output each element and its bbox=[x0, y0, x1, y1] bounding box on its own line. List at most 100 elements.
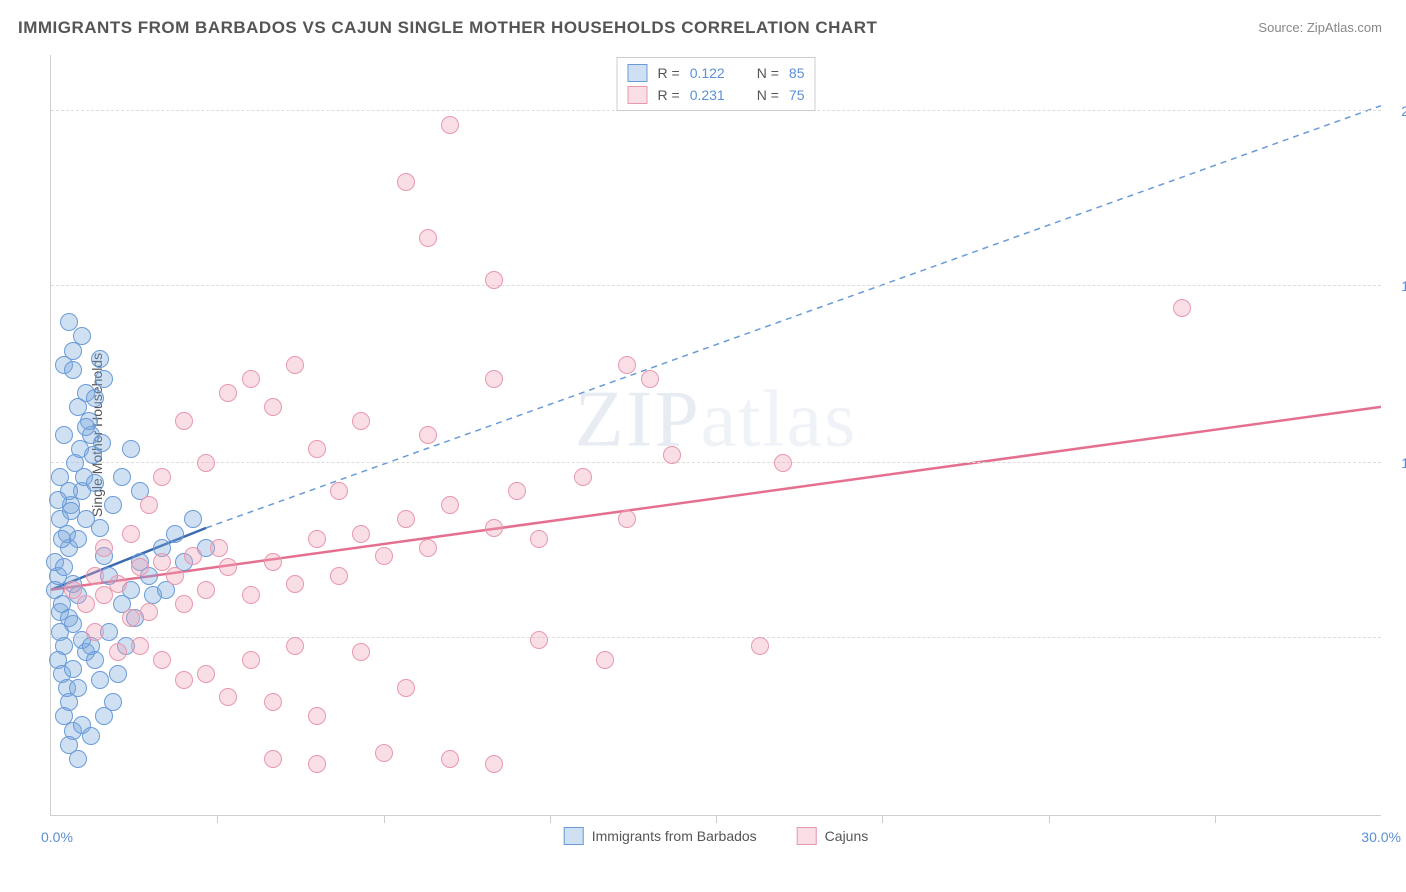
data-point-barbados bbox=[62, 502, 80, 520]
data-point-cajuns bbox=[485, 519, 503, 537]
data-point-cajuns bbox=[109, 575, 127, 593]
data-point-cajuns bbox=[86, 623, 104, 641]
data-point-barbados bbox=[69, 530, 87, 548]
data-point-cajuns bbox=[375, 547, 393, 565]
data-point-cajuns bbox=[184, 547, 202, 565]
data-point-cajuns bbox=[197, 454, 215, 472]
data-point-barbados bbox=[53, 530, 71, 548]
data-point-cajuns bbox=[140, 496, 158, 514]
data-point-cajuns bbox=[264, 553, 282, 571]
data-point-cajuns bbox=[485, 755, 503, 773]
data-point-cajuns bbox=[663, 446, 681, 464]
data-point-barbados bbox=[91, 671, 109, 689]
data-point-cajuns bbox=[1173, 299, 1191, 317]
data-point-barbados bbox=[55, 426, 73, 444]
legend-label-cajuns: Cajuns bbox=[825, 828, 869, 844]
data-point-barbados bbox=[104, 496, 122, 514]
y-tick-label: 12.5% bbox=[1386, 455, 1406, 471]
data-point-cajuns bbox=[140, 603, 158, 621]
data-point-cajuns bbox=[122, 609, 140, 627]
legend-r-label: R = bbox=[658, 65, 680, 81]
data-point-cajuns bbox=[397, 173, 415, 191]
data-point-barbados bbox=[69, 679, 87, 697]
source-name: ZipAtlas.com bbox=[1307, 20, 1382, 35]
data-point-barbados bbox=[86, 474, 104, 492]
x-axis-min-label: 0.0% bbox=[41, 829, 73, 845]
data-point-cajuns bbox=[308, 530, 326, 548]
data-point-cajuns bbox=[397, 679, 415, 697]
data-point-cajuns bbox=[641, 370, 659, 388]
data-point-cajuns bbox=[86, 567, 104, 585]
watermark: ZIPatlas bbox=[575, 374, 858, 465]
data-point-cajuns bbox=[352, 643, 370, 661]
data-point-barbados bbox=[69, 750, 87, 768]
data-point-cajuns bbox=[175, 595, 193, 613]
data-point-cajuns bbox=[286, 575, 304, 593]
data-point-cajuns bbox=[153, 651, 171, 669]
legend-corr-row-barbados: R =0.122N =85 bbox=[628, 62, 805, 84]
x-tick bbox=[550, 815, 551, 823]
legend-n-label: N = bbox=[757, 65, 779, 81]
data-point-cajuns bbox=[530, 631, 548, 649]
data-point-cajuns bbox=[197, 581, 215, 599]
data-point-cajuns bbox=[219, 384, 237, 402]
data-point-barbados bbox=[60, 313, 78, 331]
data-point-cajuns bbox=[352, 412, 370, 430]
data-point-cajuns bbox=[308, 440, 326, 458]
legend-r-value-cajuns: 0.231 bbox=[690, 87, 725, 103]
legend-swatch-barbados bbox=[628, 64, 648, 82]
data-point-cajuns bbox=[197, 665, 215, 683]
legend-swatch-cajuns bbox=[628, 86, 648, 104]
data-point-cajuns bbox=[441, 116, 459, 134]
data-point-barbados bbox=[184, 510, 202, 528]
gridline-h bbox=[51, 285, 1381, 286]
legend-label-barbados: Immigrants from Barbados bbox=[592, 828, 757, 844]
data-point-barbados bbox=[91, 519, 109, 537]
data-point-cajuns bbox=[774, 454, 792, 472]
x-tick bbox=[384, 815, 385, 823]
data-point-cajuns bbox=[175, 671, 193, 689]
legend-item-cajuns: Cajuns bbox=[797, 827, 869, 845]
data-point-cajuns bbox=[264, 750, 282, 768]
data-point-cajuns bbox=[330, 482, 348, 500]
y-tick-label: 25.0% bbox=[1386, 103, 1406, 119]
data-point-cajuns bbox=[131, 558, 149, 576]
data-point-cajuns bbox=[530, 530, 548, 548]
data-point-cajuns bbox=[264, 693, 282, 711]
x-tick bbox=[1049, 815, 1050, 823]
data-point-barbados bbox=[82, 727, 100, 745]
data-point-cajuns bbox=[219, 688, 237, 706]
data-point-barbados bbox=[122, 440, 140, 458]
legend-item-barbados: Immigrants from Barbados bbox=[564, 827, 757, 845]
legend-r-value-barbados: 0.122 bbox=[690, 65, 725, 81]
data-point-cajuns bbox=[131, 637, 149, 655]
data-point-cajuns bbox=[242, 370, 260, 388]
legend-series: Immigrants from Barbados Cajuns bbox=[564, 827, 869, 845]
data-point-barbados bbox=[64, 361, 82, 379]
data-point-barbados bbox=[104, 693, 122, 711]
data-point-barbados bbox=[73, 327, 91, 345]
legend-n-value-cajuns: 75 bbox=[789, 87, 805, 103]
data-point-cajuns bbox=[242, 651, 260, 669]
gridline-h bbox=[51, 462, 1381, 463]
data-point-barbados bbox=[91, 350, 109, 368]
data-point-cajuns bbox=[286, 637, 304, 655]
data-point-barbados bbox=[51, 468, 69, 486]
data-point-barbados bbox=[55, 558, 73, 576]
data-point-cajuns bbox=[175, 412, 193, 430]
data-point-cajuns bbox=[419, 539, 437, 557]
data-point-barbados bbox=[93, 434, 111, 452]
legend-swatch-cajuns bbox=[797, 827, 817, 845]
trend-lines-layer bbox=[51, 55, 1381, 815]
source-attribution: Source: ZipAtlas.com bbox=[1258, 20, 1382, 35]
y-tick-label: 6.3% bbox=[1386, 630, 1406, 646]
data-point-barbados bbox=[86, 389, 104, 407]
legend-n-label: N = bbox=[757, 87, 779, 103]
data-point-cajuns bbox=[618, 356, 636, 374]
y-tick-label: 18.8% bbox=[1386, 278, 1406, 294]
x-tick bbox=[1215, 815, 1216, 823]
data-point-cajuns bbox=[153, 553, 171, 571]
data-point-barbados bbox=[166, 525, 184, 543]
trendline-extrapolated-barbados bbox=[206, 106, 1381, 528]
data-point-cajuns bbox=[352, 525, 370, 543]
